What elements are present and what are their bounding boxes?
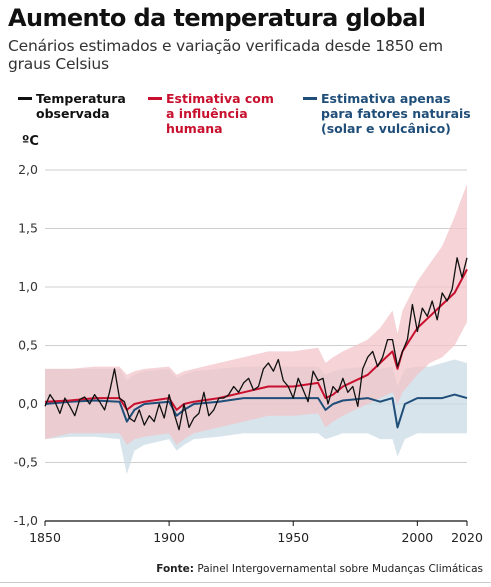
source-prefix: Fonte: (156, 563, 194, 575)
y-tick-label: -1,0 (14, 513, 38, 528)
legend-label-observed: Temperatura observada (36, 91, 126, 121)
legend-item-natural: Estimativa apenas para fatores naturais … (303, 91, 483, 136)
y-tick-label: 0,0 (18, 396, 38, 411)
y-tick-label: 0,5 (18, 338, 38, 353)
source-note: Fonte: Painel Intergovernamental sobre M… (156, 563, 483, 575)
y-tick-label: 1,0 (18, 279, 38, 294)
legend-label-natural: Estimativa apenas para fatores naturais … (321, 91, 471, 136)
y-tick-label: 1,5 (18, 221, 38, 236)
observed-temperature-line (44, 257, 468, 431)
x-tick-label: 1950 (277, 530, 309, 545)
bottom-divider (0, 582, 491, 583)
legend-item-observed: Temperatura observada (18, 91, 138, 121)
legend-swatch-natural (303, 97, 317, 100)
x-tick-label: 1900 (153, 530, 185, 545)
x-tick-label: 2020 (451, 530, 483, 545)
x-tick-label: 2000 (401, 530, 433, 545)
chart-subtitle: Cenários estimados e variação verificada… (8, 37, 443, 73)
y-axis-unit-label: ºC (22, 134, 39, 149)
legend-label-human: Estimativa com a influência humana (166, 91, 274, 136)
legend-item-human: Estimativa com a influência humana (148, 91, 278, 136)
y-tick-label: -0,5 (14, 455, 38, 470)
source-text: Painel Intergovernamental sobre Mudanças… (197, 563, 483, 575)
human-estimate-line (44, 268, 468, 411)
x-tick-label: 1850 (29, 530, 61, 545)
y-tick-label: 2,0 (18, 162, 38, 177)
legend-swatch-observed (18, 97, 32, 100)
legend-swatch-human (148, 97, 162, 100)
chart-title: Aumento da temperatura global (8, 4, 426, 32)
